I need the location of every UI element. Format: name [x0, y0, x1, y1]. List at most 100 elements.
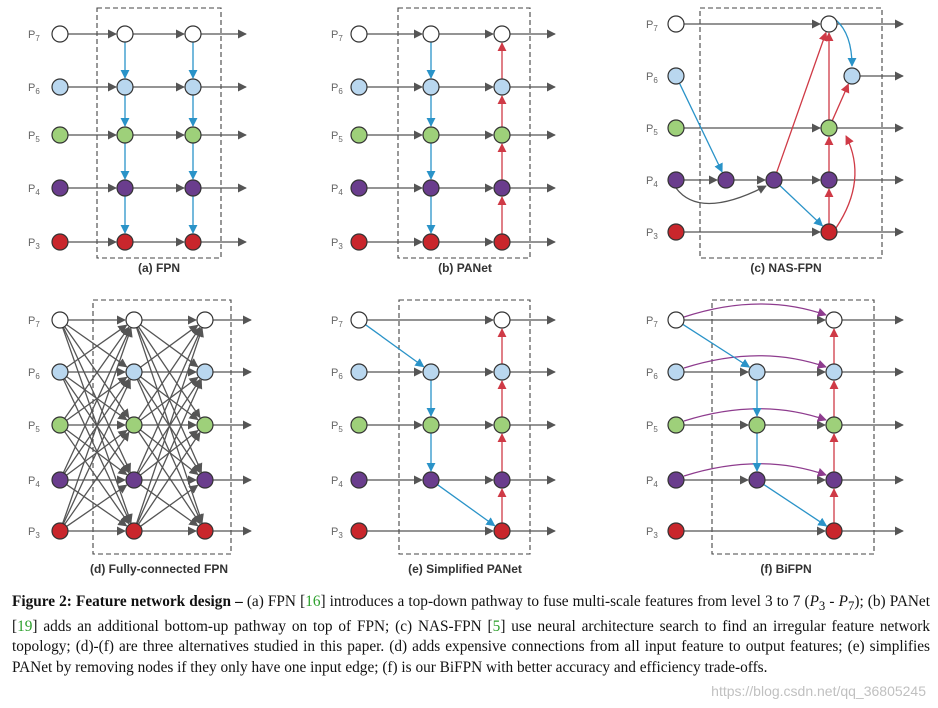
input-node-p6 [667, 67, 685, 85]
edge-topdown-curve [835, 19, 857, 67]
edge-topdown [682, 323, 751, 368]
input-node-p3 [350, 233, 368, 251]
node-p4 [493, 471, 511, 489]
level-label-p7: P7 [331, 29, 343, 43]
edge-cross [62, 327, 131, 474]
node-p4 [125, 471, 143, 489]
node-p4 [422, 471, 440, 489]
level-label-p5: P5 [28, 130, 40, 144]
caption-ref[interactable]: 16 [305, 593, 321, 610]
level-label-p7: P7 [646, 315, 658, 329]
input-node-p4 [350, 179, 368, 197]
edge-topdown [763, 483, 828, 527]
level-label-p5: P5 [646, 123, 658, 137]
input-node-p5 [51, 126, 69, 144]
edge-bottomup-curve [835, 135, 856, 229]
edge-cross [137, 326, 201, 419]
node-p7 [422, 25, 440, 43]
caption-ref[interactable]: 5 [492, 617, 501, 635]
node-p3 [116, 233, 134, 251]
node-p5 [422, 416, 440, 434]
node-p7 [116, 25, 134, 43]
panel-box-a [96, 7, 222, 259]
node-p5 [116, 126, 134, 144]
node-p4 [825, 471, 843, 489]
panel-box-c [699, 7, 883, 259]
edge-cross [140, 376, 199, 421]
edge-cross [66, 484, 128, 527]
node-p6 [422, 78, 440, 96]
panel-box-f [711, 299, 875, 555]
edge-lateral-curve [675, 185, 767, 205]
feature-network-diagram: P7 P6 P5 P4 P3 (a) FPN P7 P6 P5 P4 P3 (b) PANet P7 P6… [28, 7, 904, 576]
edge-cross [62, 327, 133, 524]
input-node-p3 [350, 522, 368, 540]
node-p3 [493, 233, 511, 251]
node-p4 [820, 171, 838, 189]
node-p3 [825, 522, 843, 540]
edge-skip-curve [683, 355, 827, 369]
edge-topdown [437, 484, 496, 527]
node-p6 [116, 78, 134, 96]
node-p5 [493, 126, 511, 144]
panel-title-b: (b) PANet [438, 261, 492, 275]
input-node-p5 [51, 416, 69, 434]
level-label-p5: P5 [331, 130, 343, 144]
node-p6 [125, 363, 143, 381]
level-label-p6: P6 [646, 71, 658, 85]
level-label-p4: P4 [331, 475, 343, 489]
input-node-p6 [51, 78, 69, 96]
panel-title-c: (c) NAS-FPN [750, 261, 821, 275]
node-p6 [825, 363, 843, 381]
edge-bottomup [831, 83, 850, 121]
caption-text: (a) FPN [ [242, 593, 306, 610]
node-p4 [116, 179, 134, 197]
node-p7 [825, 311, 843, 329]
level-label-p5: P5 [331, 420, 343, 434]
level-label-p4: P4 [646, 175, 658, 189]
edge-bottomup [776, 31, 828, 173]
input-node-p4 [667, 171, 685, 189]
panel-title-d: (d) Fully-connected FPN [90, 562, 228, 576]
level-label-p3: P3 [28, 526, 40, 540]
node-p4 [422, 179, 440, 197]
input-node-p7 [350, 25, 368, 43]
node-p6 [493, 78, 511, 96]
level-label-p6: P6 [28, 82, 40, 96]
edge-cross [136, 379, 203, 524]
panel-box-e [398, 299, 531, 555]
input-node-p3 [667, 223, 685, 241]
watermark: https://blog.csdn.net/qq_36805245 [711, 683, 926, 699]
level-label-p3: P3 [331, 526, 343, 540]
panel-box-d [92, 299, 232, 555]
node-p5 [493, 416, 511, 434]
input-node-p6 [51, 363, 69, 381]
node-p4 [493, 179, 511, 197]
edge-topdown [365, 324, 425, 368]
level-label-p4: P4 [331, 183, 343, 197]
level-label-p7: P7 [331, 315, 343, 329]
level-label-p3: P3 [331, 237, 343, 251]
input-node-p6 [350, 78, 368, 96]
level-label-p6: P6 [331, 82, 343, 96]
node-p7 [820, 15, 838, 33]
edge-cross [64, 431, 130, 525]
edge-cross [135, 327, 204, 524]
node-p7 [493, 25, 511, 43]
caption-ref[interactable]: 19 [17, 617, 33, 635]
level-label-p7: P7 [28, 29, 40, 43]
node-p7 [184, 25, 202, 43]
node-p3 [196, 522, 214, 540]
input-node-p7 [667, 311, 685, 329]
node-p5 [748, 416, 766, 434]
input-node-p5 [667, 416, 685, 434]
edge-topdown [779, 185, 824, 227]
level-label-p7: P7 [646, 19, 658, 33]
node-p4 [717, 171, 735, 189]
node-p5 [125, 416, 143, 434]
node-p5 [196, 416, 214, 434]
input-node-p3 [51, 233, 69, 251]
level-label-p7: P7 [28, 315, 40, 329]
level-label-p3: P3 [646, 526, 658, 540]
input-node-p3 [667, 522, 685, 540]
